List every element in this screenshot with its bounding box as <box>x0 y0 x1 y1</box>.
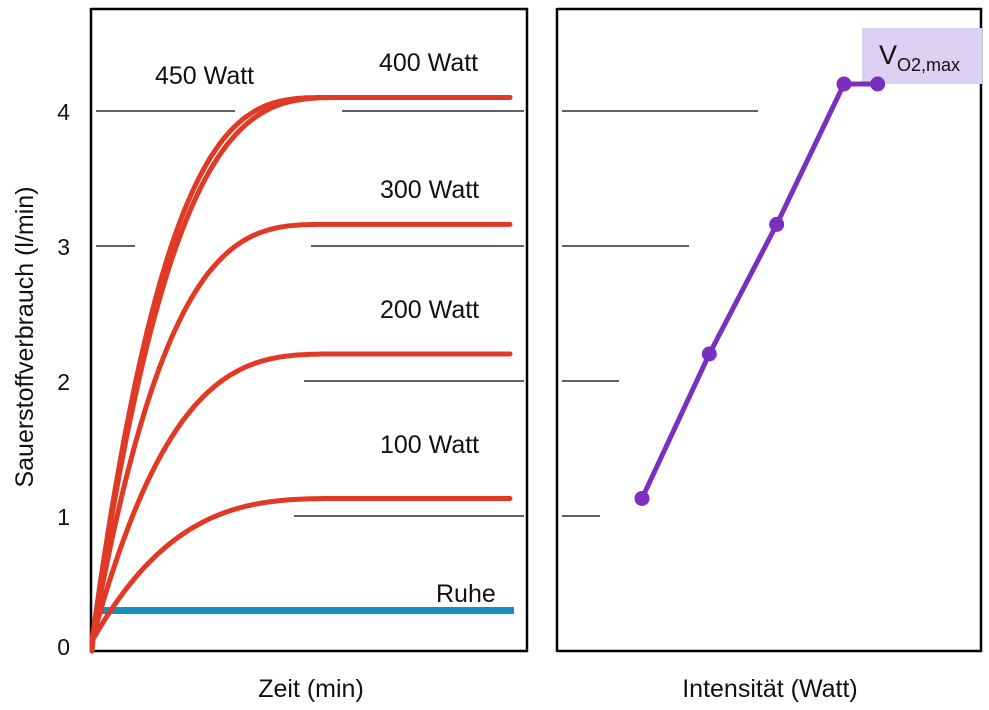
vo2-point <box>836 76 852 92</box>
series-450-watt <box>89 95 513 654</box>
left-series-labels: Ruhe 100 Watt 200 Watt 300 Watt 400 Watt 450 … <box>155 49 496 608</box>
left-panel: 0 1 2 3 4 Ruhe 100 Watt 200 Watt 300 Watt 400 Wa… <box>11 7 529 703</box>
vo2-point <box>870 76 886 92</box>
series-label: 450 Watt <box>155 62 254 90</box>
series-200-watt <box>89 351 513 654</box>
vo2max-label: VO2,max <box>879 40 960 75</box>
vo2-point <box>634 490 650 506</box>
y-tick-label: 0 <box>57 634 70 660</box>
series-100-watt <box>89 496 513 654</box>
y-tick-label: 2 <box>57 369 70 395</box>
series-label: 400 Watt <box>379 49 478 77</box>
series-label: Ruhe <box>436 580 496 608</box>
left-reference-lines <box>96 110 524 517</box>
vo2-point <box>769 216 785 232</box>
series-label: 300 Watt <box>380 176 479 204</box>
left-curves <box>89 95 514 654</box>
vo2-point <box>701 346 717 362</box>
series-label: 100 Watt <box>380 431 479 459</box>
right-reference-lines <box>562 110 758 517</box>
y-tick-label: 3 <box>57 234 70 260</box>
y-axis-label: Sauerstoffverbrauch (l/min) <box>11 186 39 487</box>
left-x-axis-label: Zeit (min) <box>258 675 364 703</box>
vo2-series <box>634 76 886 506</box>
left-tick-labels: 0 1 2 3 4 <box>57 99 70 660</box>
right-x-axis-label: Intensität (Watt) <box>682 675 858 703</box>
vo2max-label-sub: O2,max <box>897 55 960 75</box>
vo2-line <box>639 81 878 500</box>
series-300-watt <box>89 221 513 654</box>
y-tick-label: 4 <box>57 99 70 125</box>
right-panel: VO2,max Intensität (Watt) <box>555 7 983 703</box>
vo2max-annotation-box <box>862 28 982 84</box>
series-label: 200 Watt <box>380 296 479 324</box>
vo2max-label-main: V <box>879 40 897 70</box>
y-tick-label: 1 <box>57 504 70 530</box>
